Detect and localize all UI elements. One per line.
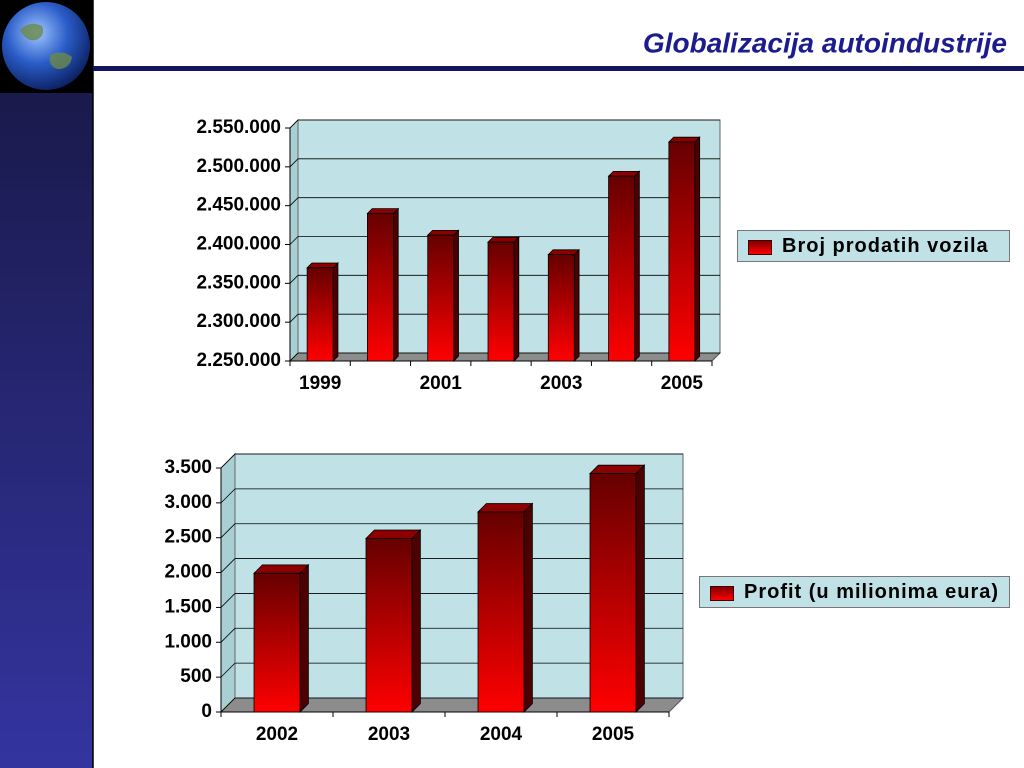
x-tick-label: 2002	[256, 724, 298, 745]
bar	[367, 213, 394, 362]
sidebar	[0, 0, 93, 768]
grid-line-side	[220, 697, 236, 713]
bar-side	[411, 529, 421, 713]
y-tick-label: 2.400.000	[196, 234, 281, 255]
grid-line-side	[289, 352, 299, 362]
legend: Broj prodatih vozila	[737, 230, 1010, 262]
grid-line-side	[220, 523, 236, 538]
bar-side	[694, 136, 701, 362]
bar	[668, 141, 696, 362]
bar-top	[365, 529, 422, 539]
y-tick-label: 500	[180, 666, 212, 687]
bar	[253, 572, 301, 713]
grid-line-side	[289, 275, 299, 284]
grid-line-side	[220, 662, 236, 678]
bar	[306, 267, 334, 362]
legend-key	[710, 586, 734, 601]
bar	[477, 511, 525, 713]
bar-top	[306, 262, 339, 269]
bar-side	[573, 248, 580, 362]
y-tick-label: 2.000	[164, 562, 212, 583]
x-tick-label: 2004	[480, 724, 523, 745]
y-tick-label: 2.450.000	[196, 195, 281, 216]
bar-side	[393, 207, 399, 362]
x-tick-label: 2003	[368, 724, 410, 745]
y-tick-label: 3.000	[164, 492, 212, 513]
grid-line-side	[220, 453, 236, 469]
bar-top	[667, 136, 701, 143]
bar-side	[634, 170, 640, 362]
globe	[2, 2, 90, 90]
bar-top	[366, 208, 400, 214]
grid-line-side	[220, 488, 236, 504]
y-tick-label: 1.500	[164, 596, 212, 617]
bar-top	[477, 503, 534, 513]
x-tick-label: 2001	[420, 373, 463, 394]
y-tick-label: 2.500	[164, 527, 212, 548]
grid-line-side	[220, 628, 236, 643]
x-tick-label: 1999	[299, 373, 341, 394]
legend-label: Profit (u milionima eura)	[744, 581, 1000, 603]
bar-top	[589, 464, 646, 474]
bar-side	[635, 464, 645, 713]
header-rule	[93, 66, 1024, 71]
y-tick-label: 2.350.000	[196, 272, 281, 293]
bar-side	[332, 262, 339, 362]
y-tick-label: 1.000	[164, 631, 212, 652]
y-tick-label: 2.500.000	[196, 156, 281, 177]
legend-label: Broj prodatih vozila	[782, 235, 989, 257]
bar-side	[299, 563, 309, 713]
x-tick-label: 2003	[540, 373, 582, 394]
globe-land	[20, 23, 72, 69]
bar	[608, 175, 635, 362]
bar	[365, 538, 413, 713]
bar	[427, 234, 455, 362]
y-tick-label: 2.250.000	[196, 350, 281, 371]
grid-line-side	[289, 119, 299, 129]
plot-side-wall	[220, 452, 236, 714]
bar-top	[607, 170, 641, 177]
grid-line-side	[289, 313, 299, 323]
slide-title: Globalizacija autoindustrije	[643, 27, 1007, 58]
y-tick-label: 3.500	[164, 457, 212, 478]
x-tick-label: 2005	[661, 373, 704, 394]
grid-line-side	[220, 593, 236, 608]
bar-top	[253, 564, 310, 574]
grid-line-side	[289, 236, 299, 245]
bar	[589, 473, 637, 713]
grid-line-side	[289, 158, 299, 168]
bar-top	[487, 236, 520, 243]
bar-top	[426, 229, 460, 236]
bar-side	[513, 236, 520, 362]
x-tick-label: 2005	[592, 724, 635, 745]
grid-line-side	[289, 197, 299, 206]
bar-side	[453, 229, 459, 362]
y-tick-label: 2.300.000	[196, 311, 281, 332]
bar	[547, 254, 575, 362]
grid-line-side	[220, 558, 236, 573]
legend-key	[748, 240, 772, 255]
legend: Profit (u milionima eura)	[699, 576, 1010, 608]
bar	[487, 241, 515, 362]
y-tick-label: 0	[201, 701, 212, 722]
y-tick-label: 2.550.000	[196, 117, 281, 138]
bar-side	[523, 502, 533, 713]
bar-top	[547, 249, 581, 255]
